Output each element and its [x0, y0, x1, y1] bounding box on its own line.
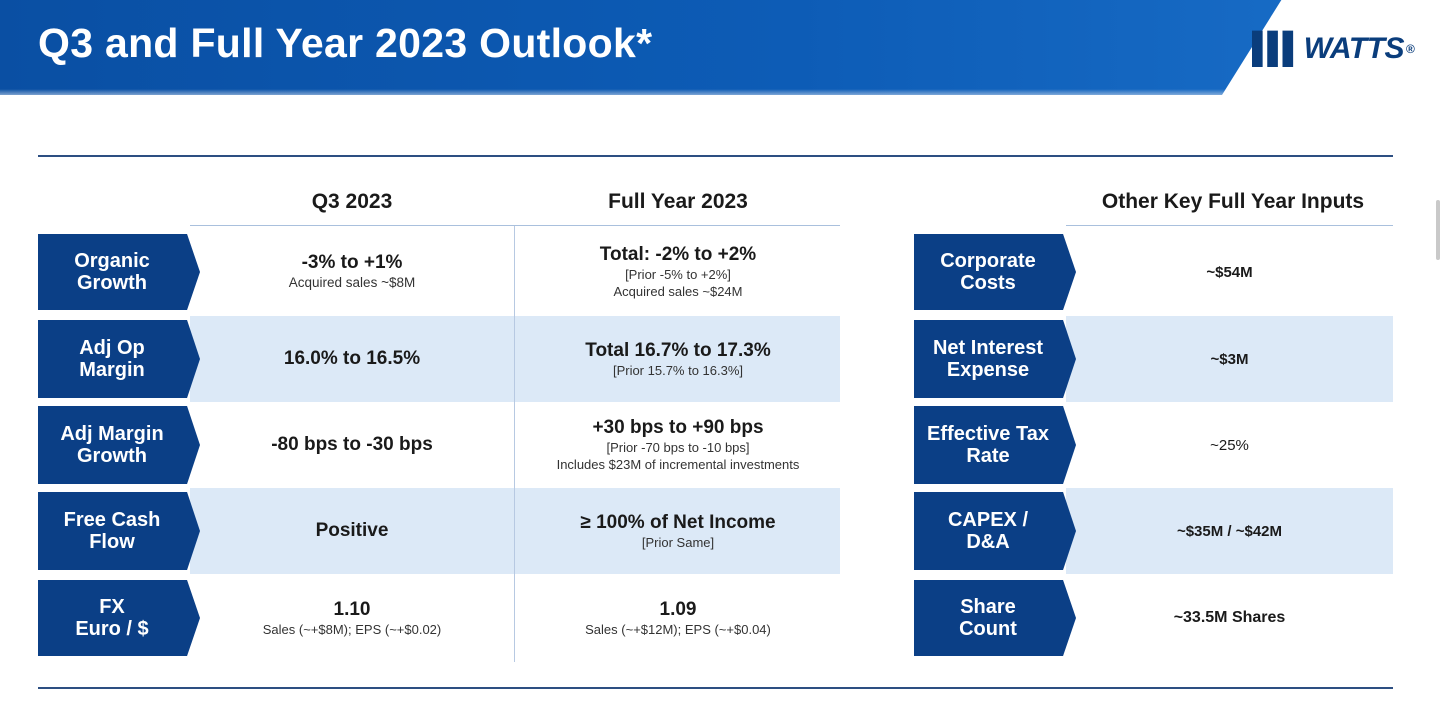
- fy-organic-growth-prior: [Prior -5% to +2%]: [625, 267, 731, 282]
- metric-label-adj-op-margin: Adj Op Margin: [38, 320, 200, 398]
- input-label-corporate-costs: Corporate Costs: [914, 234, 1076, 310]
- logo-text: WATTS: [1303, 32, 1405, 65]
- scrollbar-thumb[interactable]: [1436, 200, 1440, 260]
- fy-fx-value: 1.09: [659, 598, 697, 620]
- q3-free-cash-flow: Positive: [190, 488, 514, 574]
- q3-adj-op-margin: 16.0% to 16.5%: [190, 316, 514, 402]
- input-value-text: ~33.5M Shares: [1173, 609, 1286, 626]
- fy-organic-growth: Total: -2% to +2% [Prior -5% to +2%] Acq…: [516, 232, 840, 312]
- input-label-text: Corporate Costs: [940, 250, 1036, 294]
- fy-organic-growth-value: Total: -2% to +2%: [599, 244, 757, 265]
- column-header-other-inputs: Other Key Full Year Inputs: [1101, 190, 1365, 213]
- logo-registered: ®: [1406, 42, 1415, 56]
- input-value-text: ~$3M: [1210, 350, 1249, 368]
- row-band-free-cash-flow: [190, 488, 840, 574]
- input-value-share-count: ~33.5M Shares: [1066, 578, 1393, 658]
- q3-adj-op-margin-value: 16.0% to 16.5%: [283, 348, 421, 369]
- q3-fx-value: 1.10: [333, 598, 371, 620]
- fy-free-cash-flow: ≥ 100% of Net Income [Prior Same]: [516, 488, 840, 574]
- fy-adj-margin-growth: +30 bps to +90 bps [Prior -70 bps to -10…: [516, 402, 840, 488]
- metric-label-text: Organic Growth: [74, 250, 150, 294]
- q3-adj-margin-growth-value: -80 bps to -30 bps: [271, 434, 433, 455]
- fy-adj-margin-growth-value: +30 bps to +90 bps: [592, 417, 764, 438]
- column-header-q3: Q3 2023: [311, 190, 393, 213]
- input-label-text: Effective Tax Rate: [927, 423, 1049, 467]
- q3-free-cash-flow-value: Positive: [315, 520, 389, 541]
- metric-label-text: Free Cash Flow: [63, 509, 161, 553]
- input-value-text: ~$35M / ~$42M: [1176, 522, 1283, 540]
- fy-free-cash-flow-prior: [Prior Same]: [641, 534, 715, 550]
- metric-label-fx: FX Euro / $: [38, 580, 200, 656]
- fy-adj-margin-growth-prior: [Prior -70 bps to -10 bps]: [606, 440, 750, 455]
- top-divider: [38, 155, 1393, 157]
- fy-adj-op-margin-prior: [Prior 15.7% to 16.3%]: [612, 362, 744, 378]
- q3-adj-margin-growth: -80 bps to -30 bps: [190, 402, 514, 488]
- fy-adj-op-margin-value: Total 16.7% to 17.3%: [585, 339, 771, 361]
- q3-organic-growth-value: -3% to +1%: [301, 252, 403, 273]
- row-band-adj-op-margin: [190, 316, 840, 402]
- input-label-share-count: Share Count: [914, 580, 1076, 656]
- fy-adj-op-margin: Total 16.7% to 17.3% [Prior 15.7% to 16.…: [516, 316, 840, 402]
- metric-label-text: Adj Margin Growth: [60, 423, 164, 467]
- input-label-net-interest-expense: Net Interest Expense: [914, 320, 1076, 398]
- q3-organic-growth-note: Acquired sales ~$8M: [288, 275, 416, 290]
- header-underline-right: [1066, 225, 1393, 226]
- input-label-effective-tax-rate: Effective Tax Rate: [914, 406, 1076, 484]
- q3-fx: 1.10 Sales (~+$8M); EPS (~+$0.02): [190, 578, 514, 658]
- input-label-text: CAPEX / D&A: [947, 509, 1029, 553]
- input-label-capex: CAPEX / D&A: [914, 492, 1076, 570]
- input-value-corporate-costs: ~$54M: [1066, 232, 1393, 312]
- fy-fx-note: Sales (~+$12M); EPS (~+$0.04): [585, 621, 771, 637]
- fy-fx: 1.09 Sales (~+$12M); EPS (~+$0.04): [516, 578, 840, 658]
- metric-label-text: FX Euro / $: [75, 596, 149, 640]
- input-value-text: ~$54M: [1206, 263, 1253, 281]
- header-banner: Q3 and Full Year 2023 Outlook*: [0, 0, 1443, 95]
- column-header-full-year: Full Year 2023: [608, 190, 748, 213]
- logo-mark-icon: ▌▌▌: [1252, 32, 1304, 65]
- watts-logo: ▌▌▌ WATTS ®: [1252, 30, 1415, 68]
- metric-label-text: Adj Op Margin: [79, 337, 145, 381]
- fy-adj-margin-growth-note: Includes $23M of incremental investments: [556, 457, 800, 472]
- input-value-effective-tax-rate: ~25%: [1066, 402, 1393, 488]
- header-underline-left: [190, 225, 840, 226]
- input-value-net-interest-expense: ~$3M: [1066, 316, 1393, 402]
- metric-label-organic-growth: Organic Growth: [38, 234, 200, 310]
- input-value-text: ~25%: [1210, 436, 1249, 454]
- row-band-net-interest: [1066, 316, 1393, 402]
- metric-label-free-cash-flow: Free Cash Flow: [38, 492, 200, 570]
- fy-free-cash-flow-value: ≥ 100% of Net Income: [580, 511, 776, 533]
- input-label-text: Net Interest Expense: [932, 337, 1044, 381]
- fy-organic-growth-acquired: Acquired sales ~$24M: [613, 284, 743, 299]
- q3-organic-growth: -3% to +1% Acquired sales ~$8M: [190, 232, 514, 312]
- metric-label-adj-margin-growth: Adj Margin Growth: [38, 406, 200, 484]
- row-band-capex: [1066, 488, 1393, 574]
- column-separator: [514, 226, 515, 662]
- input-label-text: Share Count: [959, 596, 1017, 640]
- page-title: Q3 and Full Year 2023 Outlook*: [38, 20, 653, 66]
- q3-fx-note: Sales (~+$8M); EPS (~+$0.02): [262, 621, 442, 637]
- bottom-divider: [38, 687, 1393, 689]
- input-value-capex: ~$35M / ~$42M: [1066, 488, 1393, 574]
